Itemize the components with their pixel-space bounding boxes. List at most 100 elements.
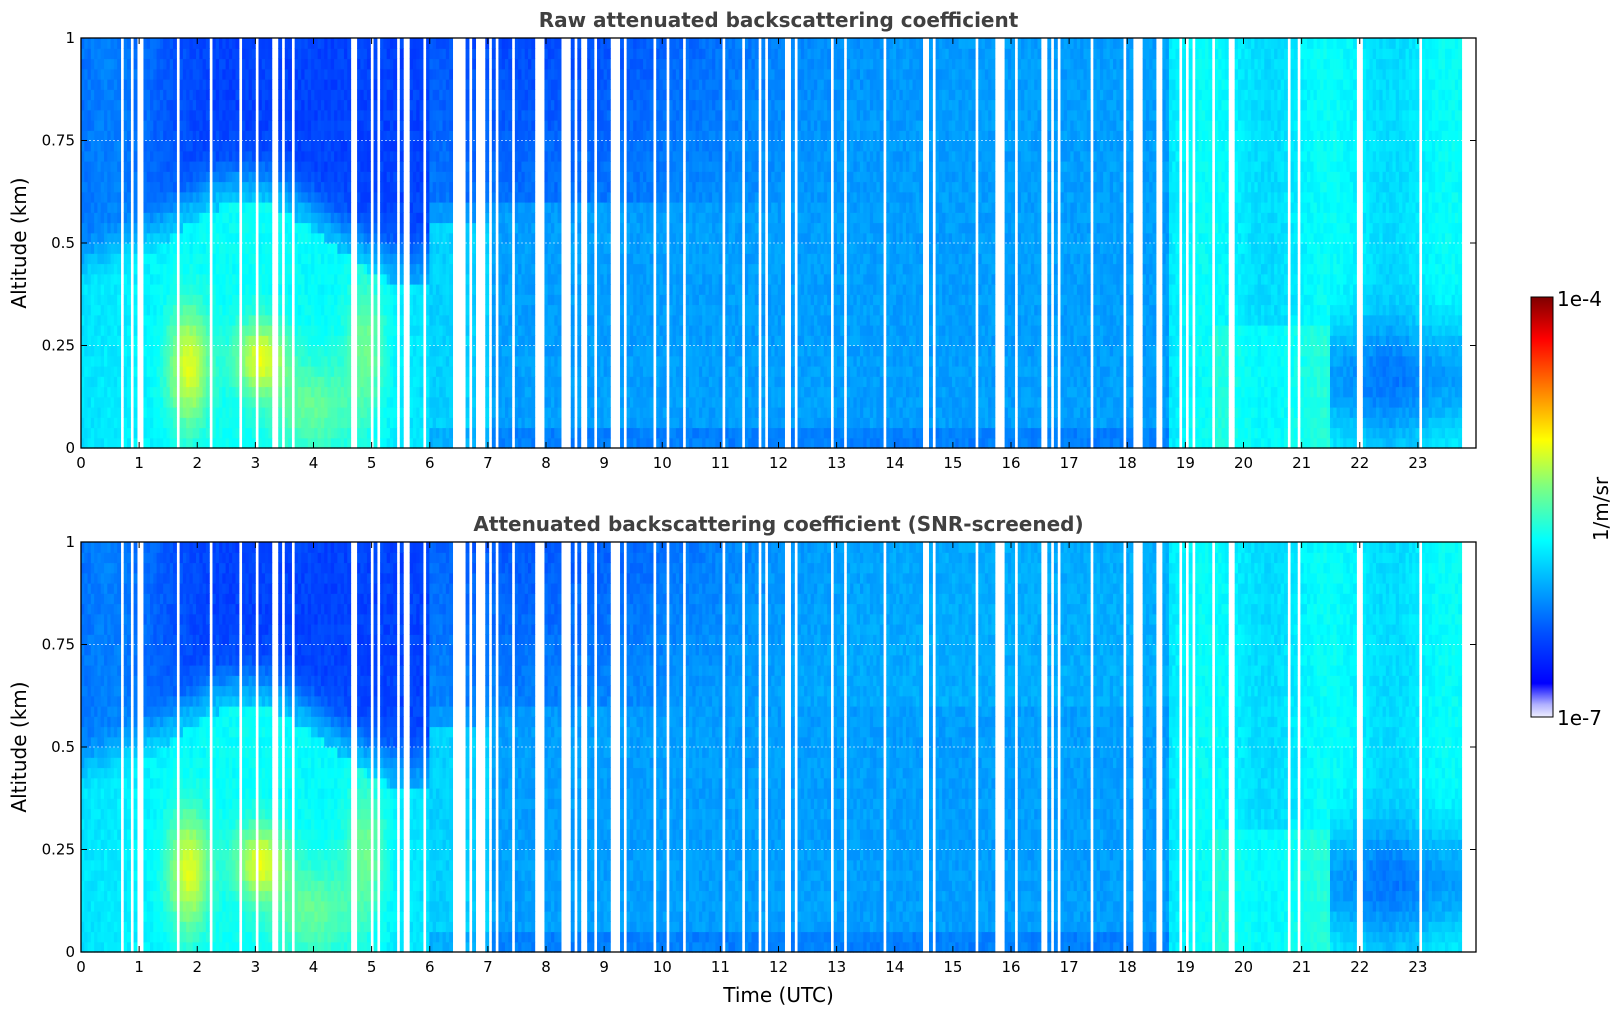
heatmap-cell — [603, 161, 608, 172]
heatmap-cell — [429, 120, 434, 131]
heatmap-cell — [380, 109, 384, 121]
heatmap-cell — [311, 222, 315, 234]
heatmap-cell — [123, 325, 128, 336]
heatmap-cell — [199, 222, 204, 234]
heatmap-cell — [212, 171, 217, 183]
heatmap-cell — [153, 140, 158, 152]
heatmap-cell — [153, 396, 158, 408]
heatmap-cell — [94, 222, 99, 234]
heatmap-cell — [409, 376, 414, 388]
heatmap-cell — [409, 202, 414, 213]
heatmap-cell — [334, 58, 338, 70]
heatmap-cell — [110, 355, 115, 367]
heatmap-cell — [528, 150, 532, 162]
heatmap-cell — [603, 89, 608, 101]
heatmap-cell — [426, 396, 431, 408]
heatmap-cell — [245, 202, 250, 213]
heatmap-cell — [294, 376, 299, 388]
heatmap-cell — [551, 396, 555, 408]
heatmap-cell — [317, 294, 322, 306]
heatmap-cell — [393, 366, 398, 377]
heatmap-cell — [435, 273, 440, 285]
heatmap-cell — [528, 181, 532, 193]
heatmap-cell — [90, 89, 95, 101]
heatmap-cell — [626, 191, 631, 203]
heatmap-cell — [498, 202, 503, 213]
heatmap-cell — [383, 79, 388, 90]
heatmap-cell — [570, 171, 575, 183]
heatmap-cell — [521, 161, 526, 172]
heatmap-cell — [547, 48, 552, 60]
heatmap-cell — [442, 202, 447, 213]
heatmap-cell — [133, 48, 138, 60]
heatmap-cell — [419, 99, 424, 111]
heatmap-cell — [143, 140, 148, 152]
heatmap-cell — [620, 437, 624, 449]
heatmap-cell — [169, 294, 174, 306]
heatmap-cell — [547, 222, 552, 234]
heatmap-cell — [245, 335, 250, 347]
heatmap-cell — [166, 109, 171, 121]
heatmap-cell — [600, 58, 605, 70]
heatmap-cell — [518, 161, 523, 172]
heatmap-cell — [603, 314, 608, 326]
heatmap-cell — [498, 191, 503, 203]
heatmap-cell — [268, 284, 273, 295]
heatmap-cell — [251, 232, 256, 244]
heatmap-cell — [416, 437, 421, 449]
heatmap-cell — [228, 140, 233, 152]
heatmap-cell — [150, 366, 154, 377]
heatmap-cell — [202, 161, 207, 172]
heatmap-cell — [278, 243, 283, 254]
heatmap-cell — [232, 304, 237, 316]
heatmap-cell — [389, 171, 394, 183]
heatmap-cell — [633, 386, 638, 398]
heatmap-cell — [107, 120, 112, 131]
heatmap-cell — [442, 284, 447, 295]
heatmap-cell — [248, 366, 253, 377]
heatmap-cell — [320, 325, 325, 336]
heatmap-cell — [314, 366, 319, 377]
heatmap-cell — [320, 48, 325, 60]
heatmap-cell — [245, 304, 250, 316]
heatmap-cell — [472, 89, 477, 101]
heatmap-cell — [330, 171, 335, 183]
heatmap-cell — [363, 222, 368, 234]
heatmap-cell — [620, 314, 624, 326]
heatmap-cell — [373, 171, 378, 183]
heatmap-cell — [465, 294, 470, 306]
heatmap-cell — [416, 191, 421, 203]
heatmap-cell — [301, 89, 306, 101]
heatmap-cell — [127, 253, 131, 265]
heatmap-cell — [432, 263, 437, 275]
heatmap-cell — [547, 38, 552, 49]
heatmap-cell — [284, 212, 289, 224]
heatmap-cell — [278, 386, 283, 398]
heatmap-cell — [297, 191, 302, 203]
heatmap-cell — [416, 325, 421, 336]
heatmap-cell — [432, 89, 437, 101]
heatmap-cell — [435, 89, 440, 101]
heatmap-cell — [166, 150, 171, 162]
heatmap-cell — [173, 150, 177, 162]
heatmap-cell — [429, 38, 434, 49]
heatmap-cell — [84, 79, 89, 90]
heatmap-cell — [498, 314, 503, 326]
heatmap-cell — [363, 171, 368, 183]
heatmap-cell — [327, 407, 332, 418]
heatmap-cell — [186, 284, 191, 295]
heatmap-cell — [554, 366, 559, 377]
heatmap-cell — [485, 243, 490, 254]
heatmap-cell — [320, 140, 325, 152]
heatmap-cell — [153, 253, 158, 265]
heatmap-cell — [143, 130, 148, 142]
heatmap-cell — [472, 294, 477, 306]
heatmap-cell — [606, 253, 611, 265]
heatmap-cell — [199, 335, 204, 347]
heatmap-cell — [228, 304, 233, 316]
heatmap-cell — [182, 48, 187, 60]
heatmap-cell — [432, 130, 437, 142]
heatmap-cell — [491, 109, 496, 121]
heatmap-cell — [531, 427, 536, 439]
heatmap-cell — [551, 366, 555, 377]
